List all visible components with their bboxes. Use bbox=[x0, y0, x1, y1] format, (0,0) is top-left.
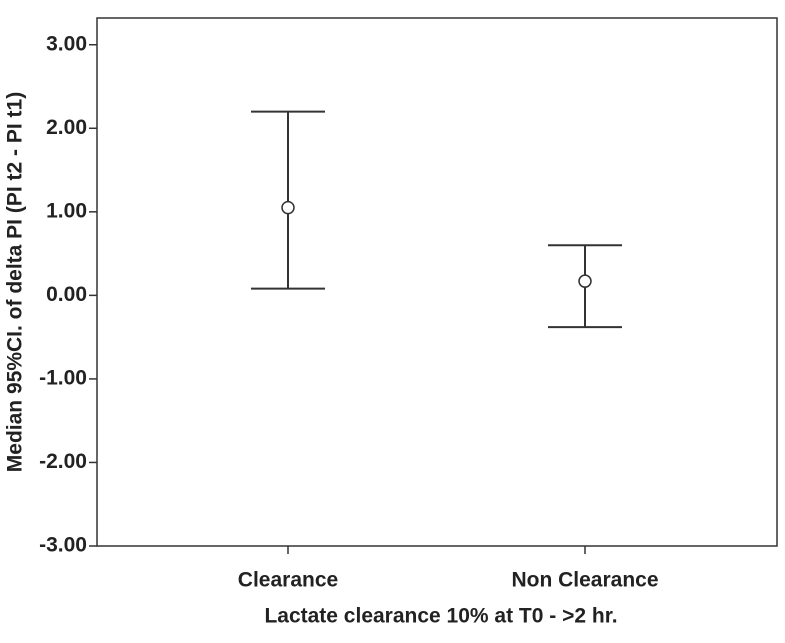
x-axis-label: Lactate clearance 10% at T0 - >2 hr. bbox=[264, 605, 617, 628]
x-tick-label: Non Clearance bbox=[511, 569, 658, 592]
y-tick-label: 3.00 bbox=[46, 32, 87, 55]
y-tick-label: 0.00 bbox=[46, 283, 87, 306]
y-tick-label: 1.00 bbox=[46, 199, 87, 222]
y-tick-label: -1.00 bbox=[39, 366, 87, 389]
y-tick-label: -3.00 bbox=[39, 534, 87, 557]
y-tick-label: 2.00 bbox=[46, 116, 87, 139]
plot-frame bbox=[96, 17, 778, 547]
median-point bbox=[578, 274, 592, 288]
y-axis-label: Median 95%CI. of delta PI (PI t2 - PI t1… bbox=[4, 92, 27, 472]
y-tick-label: -2.00 bbox=[39, 450, 87, 473]
median-point bbox=[281, 200, 295, 215]
x-tick-label: Clearance bbox=[238, 569, 338, 592]
